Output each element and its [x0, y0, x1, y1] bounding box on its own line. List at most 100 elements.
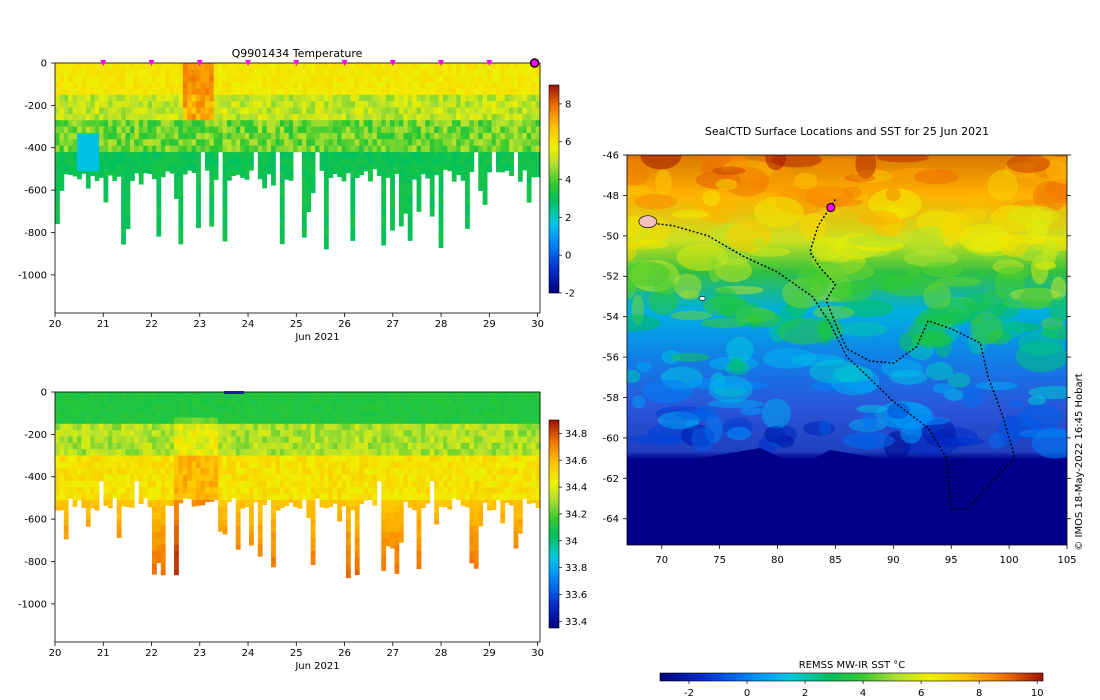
x-tick-label: 29: [483, 648, 496, 659]
data-cell: [196, 171, 201, 178]
data-cell: [429, 449, 435, 456]
sst-patch: [857, 210, 900, 226]
data-cell: [473, 392, 479, 399]
data-cell: [121, 183, 126, 191]
data-cell: [495, 404, 501, 412]
data-cell: [94, 126, 100, 134]
data-cell: [240, 474, 245, 482]
data-cell: [323, 500, 329, 507]
data-cell: [235, 487, 241, 494]
data-cell: [125, 449, 131, 456]
data-cell: [412, 461, 417, 469]
data-cell: [337, 139, 342, 146]
data-cell: [341, 75, 347, 83]
data-cell: [59, 493, 65, 501]
data-cell: [165, 126, 171, 134]
data-cell: [253, 120, 259, 127]
data-cell: [390, 94, 395, 102]
data-cell: [337, 171, 342, 178]
data-cell: [460, 442, 466, 450]
data-cell: [301, 126, 307, 134]
data-cell: [482, 392, 488, 399]
sst-patch: [1018, 402, 1062, 431]
data-cell: [178, 69, 184, 77]
data-cell: [376, 101, 382, 108]
data-cell: [213, 158, 219, 165]
data-cell: [59, 63, 65, 70]
data-cell: [72, 75, 78, 83]
data-cell: [125, 113, 131, 121]
data-cell: [129, 423, 135, 431]
data-cell: [218, 480, 223, 488]
data-cell: [522, 75, 528, 83]
data-cell: [174, 145, 179, 153]
data-cell: [169, 500, 175, 506]
data-cell: [187, 164, 193, 171]
data-cell: [535, 417, 541, 425]
data-cell: [275, 101, 281, 108]
data-cell: [169, 132, 175, 140]
data-cell: [319, 461, 325, 469]
data-cell: [372, 423, 378, 431]
data-cell: [63, 519, 69, 526]
data-cell: [160, 404, 166, 412]
data-cell: [99, 158, 104, 165]
data-cell: [178, 196, 184, 204]
data-cell: [482, 94, 488, 102]
data-cell: [152, 538, 157, 545]
data-cell: [178, 392, 184, 399]
data-cell: [99, 132, 104, 140]
data-cell: [372, 132, 378, 140]
colorbar-label: REMSS MW-IR SST °C: [799, 660, 906, 671]
data-cell: [125, 183, 131, 191]
data-cell: [55, 423, 60, 431]
data-cell: [266, 126, 272, 134]
data-cell: [381, 417, 387, 425]
data-cell: [68, 88, 74, 96]
data-cell: [491, 442, 497, 450]
data-cell: [390, 430, 395, 437]
data-cell: [218, 69, 223, 77]
data-cell: [372, 493, 378, 501]
data-cell: [222, 113, 228, 121]
data-cell: [381, 126, 387, 134]
data-cell: [63, 423, 69, 431]
data-cell: [495, 398, 501, 406]
data-cell: [359, 75, 365, 83]
data-cell: [381, 183, 387, 191]
data-cell: [487, 417, 492, 425]
data-cell: [297, 404, 303, 412]
data-cell: [226, 500, 232, 502]
sst-patch: [933, 437, 985, 447]
data-cell: [209, 493, 215, 501]
data-cell: [323, 101, 329, 108]
data-cell: [94, 164, 100, 172]
data-cell: [81, 455, 87, 463]
data-cell: [152, 550, 157, 558]
data-cell: [376, 139, 382, 146]
data-cell: [279, 500, 285, 507]
data-cell: [420, 88, 426, 96]
data-cell: [160, 63, 166, 70]
data-cell: [262, 126, 268, 134]
data-cell: [403, 455, 409, 463]
data-cell: [196, 430, 201, 437]
data-cell: [495, 164, 501, 172]
data-cell: [381, 177, 387, 185]
data-cell: [509, 423, 514, 431]
sst-colorbar-tick-label: 4: [860, 688, 866, 699]
data-cell: [359, 101, 365, 108]
data-cell: [522, 442, 528, 450]
data-cell: [293, 132, 298, 140]
data-cell: [271, 506, 276, 514]
data-cell: [323, 132, 329, 140]
data-cell: [412, 126, 417, 134]
data-cell: [293, 430, 298, 437]
data-cell: [350, 436, 356, 444]
data-cell: [487, 506, 492, 511]
data-cell: [398, 512, 404, 520]
data-cell: [116, 404, 122, 412]
data-cell: [213, 120, 219, 127]
data-cell: [363, 158, 369, 165]
data-cell: [319, 132, 325, 140]
